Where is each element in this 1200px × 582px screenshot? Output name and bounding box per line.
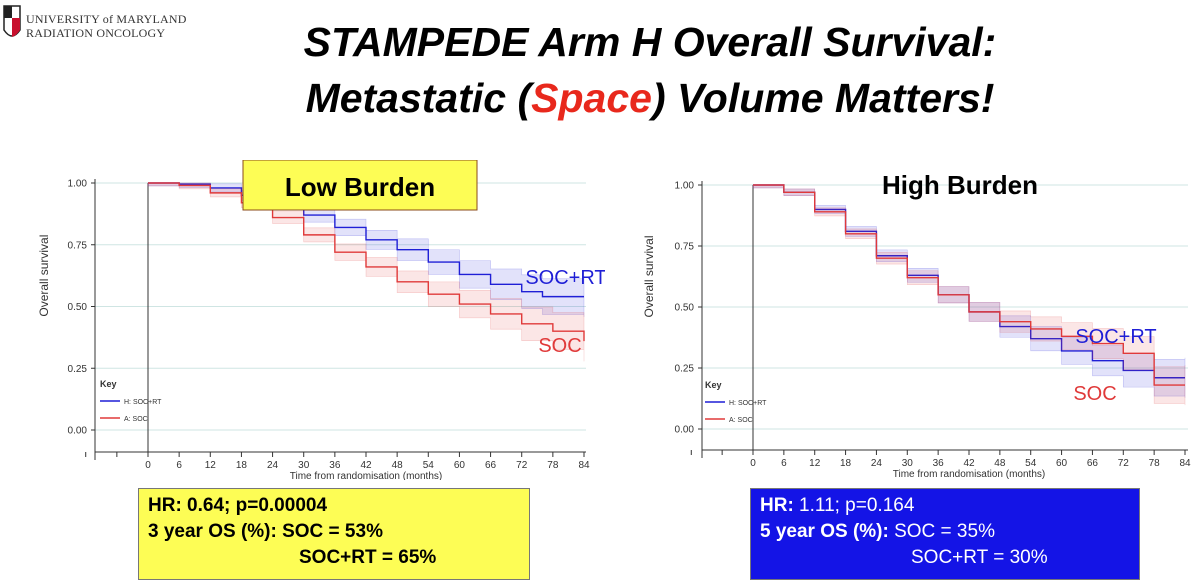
y-axis-label: Overall survival: [642, 235, 656, 317]
y-tick-label: 0.50: [68, 302, 88, 313]
series-line: [753, 184, 1185, 386]
x-tick-label: 48: [392, 460, 404, 471]
y-tick-label: 0.75: [675, 242, 695, 253]
x-tick-label: 66: [1087, 458, 1099, 469]
y-tick-label: 0.25: [68, 364, 88, 375]
series-line: [148, 182, 584, 298]
x-tick-label: 54: [423, 460, 435, 471]
title-line2-pre: Metastatic (: [305, 75, 532, 121]
y-tick-label: 0.75: [68, 240, 88, 251]
y-tick-label: 0.50: [675, 303, 695, 314]
low-burden-chart: 0.00 0.25 0.50 0.75 1.00 0 6 12 18 24 30 36 42 48 54 60…: [37, 160, 605, 480]
logo-line1: UNIVERSITY of MARYLAND: [26, 12, 187, 26]
high-rt-text: SOC+RT = 30%: [911, 547, 1048, 568]
x-tick-label: 54: [1025, 458, 1037, 469]
low-burden-results-box: HR: 0.64; p=0.00004 3 year OS (%): SOC =…: [138, 488, 530, 580]
y-tick-label: 1.00: [675, 181, 695, 192]
x-axis-label: Time from randomisation (months): [290, 471, 442, 480]
legend-label: H: SOC+RT: [124, 399, 162, 406]
x-tick-label: 66: [485, 460, 497, 471]
x-tick-label: 78: [1149, 458, 1161, 469]
low-hr-text: HR: 0.64; p=0.00004: [148, 495, 328, 516]
high-hr-label: HR:: [760, 495, 794, 516]
x-tick-label: 84: [578, 460, 590, 471]
panel-title: High Burden: [882, 170, 1038, 200]
x-axis-label: Time from randomisation (months): [893, 469, 1045, 480]
series-label: SOC+RT: [525, 267, 605, 289]
x-tick-label: 30: [298, 460, 310, 471]
x-tick-label: 42: [360, 460, 372, 471]
x-tick-label: 6: [781, 458, 787, 469]
y-tick-label: 0.00: [68, 426, 88, 437]
x-tick-label: 24: [871, 458, 883, 469]
series-label: SOC+RT: [1075, 326, 1156, 348]
x-tick-label: 84: [1179, 458, 1191, 469]
confidence-band: [147, 182, 585, 362]
y-tick-label: 0.25: [675, 364, 695, 375]
panel-title: Low Burden: [285, 172, 435, 202]
panel-title-box: [242, 160, 478, 211]
shield-icon: [3, 5, 21, 37]
high-os-line: 5 year OS (%): SOC = 35%: [760, 519, 995, 544]
series-label: SOC: [1073, 383, 1116, 405]
x-tick-label: 42: [963, 458, 975, 469]
y-tick-label: 0.00: [675, 425, 695, 436]
y-axis-label: Overall survival: [37, 235, 51, 317]
legend-label: A: SOC: [729, 417, 753, 424]
x-tick-label: 12: [205, 460, 217, 471]
high-hr-line: HR: 1.11; p=0.164: [760, 493, 914, 518]
x-tick-label: 72: [516, 460, 528, 471]
x-tick-label: 18: [236, 460, 248, 471]
low-rt-text: SOC+RT = 65%: [299, 547, 437, 568]
university-logo: UNIVERSITY of MARYLAND RADIATION ONCOLOG…: [2, 4, 192, 46]
logo-line2: RADIATION ONCOLOGY: [26, 26, 166, 40]
legend-label: A: SOC: [124, 416, 148, 423]
x-tick-label: 48: [994, 458, 1006, 469]
x-tick-label: 60: [454, 460, 466, 471]
legend-label: H: SOC+RT: [729, 400, 767, 407]
title-line2: Metastatic (Space) Volume Matters!: [150, 70, 1150, 126]
x-tick-label: 0: [750, 458, 756, 469]
legend-title: Key: [100, 379, 117, 389]
x-tick-label: 18: [840, 458, 852, 469]
title-line1: STAMPEDE Arm H Overall Survival:: [303, 19, 997, 65]
y-tick-label: 1.00: [68, 179, 88, 190]
title-line2-post: ) Volume Matters!: [651, 75, 995, 121]
x-tick-label: 60: [1056, 458, 1068, 469]
x-tick-label: 24: [267, 460, 279, 471]
x-tick-label: 12: [809, 458, 821, 469]
low-os-text: 3 year OS (%): SOC = 53%: [148, 521, 383, 542]
title-red-word: Space: [531, 75, 652, 121]
high-hr-value: 1.11; p=0.164: [793, 495, 915, 516]
x-tick-label: 30: [902, 458, 914, 469]
x-tick-label: 78: [547, 460, 559, 471]
x-tick-label: 36: [933, 458, 945, 469]
series-line: [148, 182, 585, 342]
x-tick-label: 6: [176, 460, 182, 471]
x-tick-label: 36: [329, 460, 341, 471]
high-os-value: SOC = 35%: [888, 521, 995, 542]
x-tick-label: 0: [145, 460, 151, 471]
legend-title: Key: [705, 380, 722, 390]
high-burden-results-box: HR: 1.11; p=0.164 5 year OS (%): SOC = 3…: [750, 488, 1140, 580]
high-os-label: 5 year OS (%):: [760, 521, 889, 542]
high-burden-chart: 0.00 0.25 0.50 0.75 1.00 0 6 12 18 24 30 36 42 48 54 60…: [642, 170, 1191, 480]
series-label: SOC: [538, 335, 581, 357]
x-tick-label: 72: [1118, 458, 1130, 469]
page-title: STAMPEDE Arm H Overall Survival: Metasta…: [150, 14, 1150, 126]
